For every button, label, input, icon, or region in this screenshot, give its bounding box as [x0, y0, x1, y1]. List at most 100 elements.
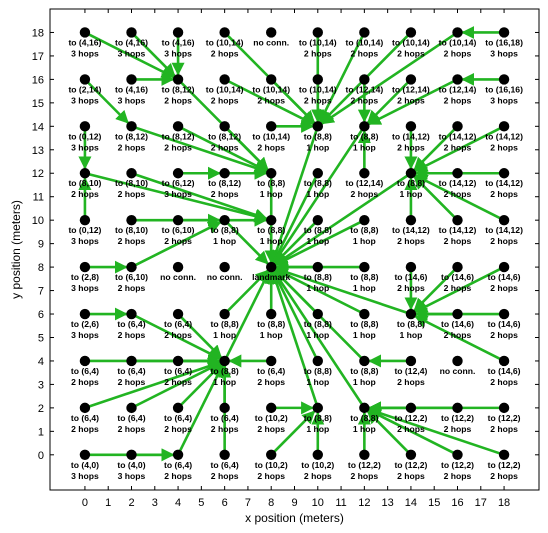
sensor-node	[126, 27, 137, 38]
sensor-node	[126, 308, 137, 320]
sensor-node	[452, 402, 463, 414]
sensor-node	[219, 308, 230, 320]
node-hops-label: 2 hops	[71, 424, 99, 434]
node-target-label: to (10,14)	[392, 37, 430, 47]
node-target-label: to (12,14)	[345, 178, 383, 188]
x-tick-label: 15	[428, 497, 440, 509]
sensor-node	[266, 121, 277, 132]
node-target-label: to (8,10)	[68, 178, 101, 188]
node-hops-label: 2 hops	[118, 283, 146, 293]
y-tick-label: 14	[32, 121, 44, 133]
sensor-node	[405, 449, 417, 461]
sensor-node	[79, 355, 91, 367]
sensor-node	[405, 308, 417, 320]
node-hops-label: 2 hops	[118, 189, 146, 199]
node-target-label: to (10,14)	[252, 84, 290, 94]
node-target-label: to (6,4)	[164, 413, 192, 423]
sensor-node	[405, 121, 417, 132]
node-target-label: to (8,12)	[208, 178, 241, 188]
node-hops-label: 1 hop	[306, 424, 329, 434]
route-arrow	[270, 270, 320, 409]
x-axis-label: x position (meters)	[245, 511, 344, 525]
sensor-node	[219, 27, 230, 38]
route-arrow	[318, 31, 366, 124]
route-arrow	[130, 362, 222, 410]
node-hops-label: 2 hops	[71, 189, 99, 199]
node-hops-label: 1 hop	[353, 377, 376, 387]
node-target-label: to (10,14)	[206, 37, 244, 47]
node-target-label: to (6,4)	[117, 413, 145, 423]
node-target-label: to (4,16)	[115, 37, 148, 47]
node-target-label: to (14,6)	[394, 272, 427, 282]
node-hops-label: 2 hops	[118, 236, 146, 246]
sensor-node	[359, 168, 370, 179]
sensor-node	[172, 261, 184, 273]
node-hops-label: 1 hop	[213, 236, 236, 246]
sensor-node	[359, 261, 370, 273]
node-target-label: to (10,14)	[439, 37, 477, 47]
node-target-label: to (10,14)	[252, 131, 290, 141]
sensor-node	[405, 402, 417, 414]
sensor-node	[498, 355, 510, 367]
node-target-label: to (8,8)	[211, 366, 239, 376]
sensor-node	[312, 449, 323, 461]
node-target-label: to (6,4)	[257, 366, 285, 376]
sensor-node	[79, 74, 91, 85]
route-arrow	[414, 125, 505, 173]
node-target-label: to (6,4)	[164, 366, 192, 376]
node-hops-label: 1 hop	[306, 283, 329, 293]
node-target-label: to (8,10)	[115, 225, 148, 235]
node-hops-label: 2 hops	[397, 236, 425, 246]
node-target-label: to (6,4)	[164, 460, 192, 470]
sensor-node	[498, 308, 510, 320]
node-hops-label: 2 hops	[164, 377, 192, 387]
node-target-label: to (12,14)	[392, 84, 430, 94]
route-arrow	[272, 270, 319, 362]
node-target-label: to (10,2)	[255, 413, 288, 423]
route-arrow	[367, 78, 459, 126]
sensor-node	[79, 27, 91, 38]
sensor-node	[219, 261, 230, 273]
node-hops-label: 2 hops	[490, 283, 518, 293]
node-target-label: to (14,12)	[439, 131, 477, 141]
node-hops-label: 3 hops	[71, 95, 99, 105]
node-target-label: to (8,8)	[304, 272, 332, 282]
node-target-label: no conn.	[253, 37, 289, 47]
node-hops-label: 2 hops	[351, 471, 379, 481]
node-target-label: to (14,12)	[392, 131, 430, 141]
y-tick-label: 18	[32, 27, 44, 39]
sensor-node	[126, 355, 137, 367]
sensor-node	[312, 308, 323, 320]
sensor-node	[266, 355, 277, 367]
node-hops-label: 3 hops	[71, 142, 99, 152]
node-target-label: to (8,12)	[162, 131, 195, 141]
sensor-node	[79, 449, 91, 461]
node-hops-label: 2 hops	[257, 471, 285, 481]
x-tick-label: 5	[198, 497, 204, 509]
node-target-label: to (12,2)	[394, 413, 427, 423]
x-tick-label: 7	[245, 497, 251, 509]
x-tick-label: 14	[405, 497, 417, 509]
node-hops-label: 2 hops	[397, 424, 425, 434]
sensor-node	[312, 74, 323, 85]
route-arrow	[84, 360, 222, 410]
node-hops-label: 2 hops	[444, 95, 472, 105]
sensor-node	[452, 168, 463, 179]
node-hops-label: 2 hops	[444, 471, 472, 481]
node-hops-label: 2 hops	[351, 48, 379, 58]
node-target-label: no conn.	[207, 272, 243, 282]
node-hops-label: 1 hop	[306, 189, 329, 199]
node-target-label: to (6,10)	[115, 272, 148, 282]
y-tick-label: 7	[38, 286, 44, 298]
sensor-node	[312, 402, 323, 414]
route-arrow	[367, 407, 505, 457]
node-target-label: to (8,10)	[115, 178, 148, 188]
node-hops-label: 3 hops	[71, 330, 99, 340]
node-hops-label: 2 hops	[211, 142, 239, 152]
sensor-node	[126, 74, 137, 85]
node-hops-label: 2 hops	[211, 424, 239, 434]
sensor-node	[172, 27, 184, 38]
node-target-label: to (8,8)	[257, 319, 285, 329]
sensor-node	[359, 355, 370, 367]
sensor-node	[219, 355, 230, 367]
